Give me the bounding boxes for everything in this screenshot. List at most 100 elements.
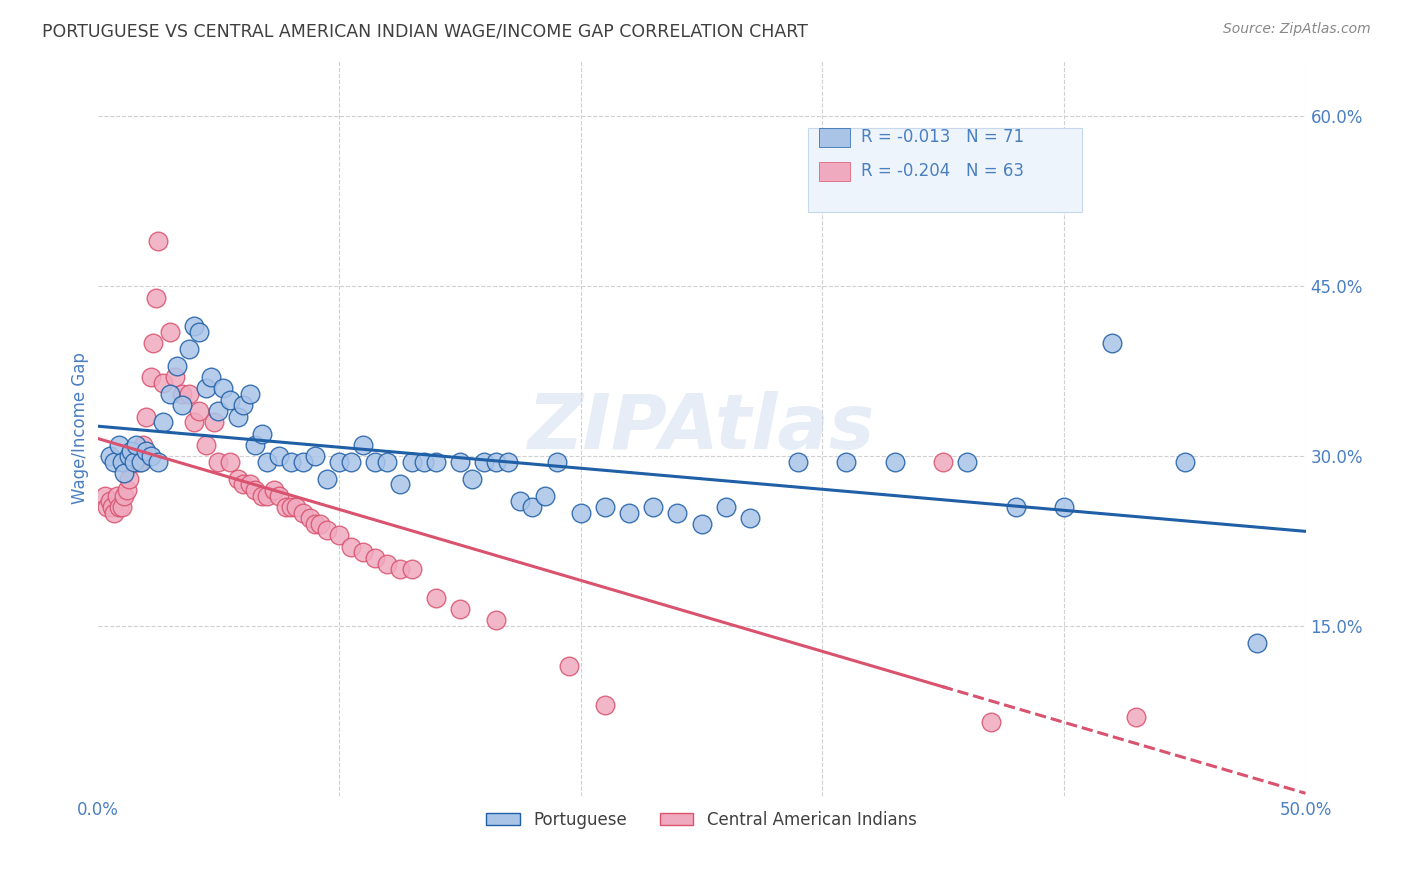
Point bbox=[239, 387, 262, 401]
Point bbox=[166, 359, 188, 373]
Point bbox=[280, 500, 302, 515]
Point bbox=[146, 455, 169, 469]
Point bbox=[125, 455, 148, 469]
Point bbox=[666, 506, 689, 520]
Point bbox=[316, 523, 339, 537]
Point bbox=[533, 489, 555, 503]
Point bbox=[643, 500, 665, 515]
Point bbox=[183, 318, 205, 333]
Point bbox=[159, 325, 181, 339]
Point bbox=[522, 500, 544, 515]
Point bbox=[207, 404, 229, 418]
Point bbox=[256, 489, 278, 503]
Point bbox=[159, 387, 181, 401]
Point bbox=[94, 489, 117, 503]
Point bbox=[280, 455, 302, 469]
Point bbox=[101, 500, 124, 515]
Point bbox=[299, 511, 322, 525]
Point bbox=[340, 455, 363, 469]
Point bbox=[425, 455, 447, 469]
Point bbox=[179, 342, 201, 356]
Point bbox=[401, 455, 423, 469]
Point bbox=[364, 455, 387, 469]
Point bbox=[714, 500, 737, 515]
Point bbox=[250, 489, 273, 503]
Point bbox=[200, 369, 222, 384]
Point bbox=[145, 291, 167, 305]
Point bbox=[195, 381, 218, 395]
Point bbox=[212, 381, 235, 395]
Point bbox=[284, 500, 307, 515]
Point bbox=[122, 455, 145, 469]
Point bbox=[569, 506, 592, 520]
Point bbox=[135, 443, 157, 458]
Point bbox=[328, 528, 350, 542]
Text: Source: ZipAtlas.com: Source: ZipAtlas.com bbox=[1223, 22, 1371, 37]
Point bbox=[263, 483, 285, 498]
Point bbox=[132, 438, 155, 452]
Point bbox=[485, 455, 508, 469]
Point bbox=[738, 511, 761, 525]
Point bbox=[243, 438, 266, 452]
Point bbox=[219, 392, 242, 407]
Point bbox=[96, 500, 118, 515]
Point bbox=[250, 426, 273, 441]
Point bbox=[111, 500, 134, 515]
Point bbox=[352, 545, 374, 559]
Point bbox=[179, 387, 201, 401]
Point bbox=[509, 494, 531, 508]
Point bbox=[835, 455, 858, 469]
Point bbox=[449, 602, 471, 616]
Point bbox=[195, 438, 218, 452]
Point bbox=[152, 415, 174, 429]
Point bbox=[1174, 455, 1197, 469]
Point bbox=[152, 376, 174, 390]
Point bbox=[883, 455, 905, 469]
Point bbox=[146, 234, 169, 248]
Point bbox=[139, 369, 162, 384]
Point bbox=[112, 489, 135, 503]
Point bbox=[103, 506, 125, 520]
Point bbox=[1053, 500, 1076, 515]
Point bbox=[956, 455, 979, 469]
Point bbox=[291, 506, 314, 520]
Point bbox=[388, 477, 411, 491]
Point bbox=[364, 551, 387, 566]
Text: ZIPAtlas: ZIPAtlas bbox=[527, 391, 875, 465]
Point bbox=[401, 562, 423, 576]
Point bbox=[690, 517, 713, 532]
Point bbox=[308, 517, 330, 532]
Point bbox=[142, 335, 165, 350]
Point bbox=[239, 477, 262, 491]
Point bbox=[219, 455, 242, 469]
Point bbox=[172, 398, 194, 412]
Text: R = -0.204   N = 63: R = -0.204 N = 63 bbox=[860, 162, 1024, 180]
Point bbox=[377, 557, 399, 571]
Point bbox=[118, 472, 141, 486]
Point bbox=[291, 455, 314, 469]
Point bbox=[328, 455, 350, 469]
Point bbox=[1101, 335, 1123, 350]
Point bbox=[243, 483, 266, 498]
Point bbox=[163, 369, 186, 384]
Point bbox=[593, 698, 616, 713]
Point bbox=[188, 325, 211, 339]
Point bbox=[304, 517, 326, 532]
Point bbox=[112, 466, 135, 480]
Point bbox=[98, 494, 121, 508]
Point bbox=[125, 438, 148, 452]
Point bbox=[111, 455, 134, 469]
Point bbox=[231, 477, 253, 491]
Point bbox=[108, 500, 131, 515]
Y-axis label: Wage/Income Gap: Wage/Income Gap bbox=[72, 352, 89, 504]
Point bbox=[103, 455, 125, 469]
Point bbox=[139, 449, 162, 463]
Point bbox=[316, 472, 339, 486]
Point bbox=[188, 404, 211, 418]
Text: R = -0.013   N = 71: R = -0.013 N = 71 bbox=[860, 128, 1025, 146]
Point bbox=[128, 455, 150, 469]
Point bbox=[120, 443, 142, 458]
Point bbox=[412, 455, 434, 469]
Point bbox=[231, 398, 253, 412]
Point bbox=[388, 562, 411, 576]
